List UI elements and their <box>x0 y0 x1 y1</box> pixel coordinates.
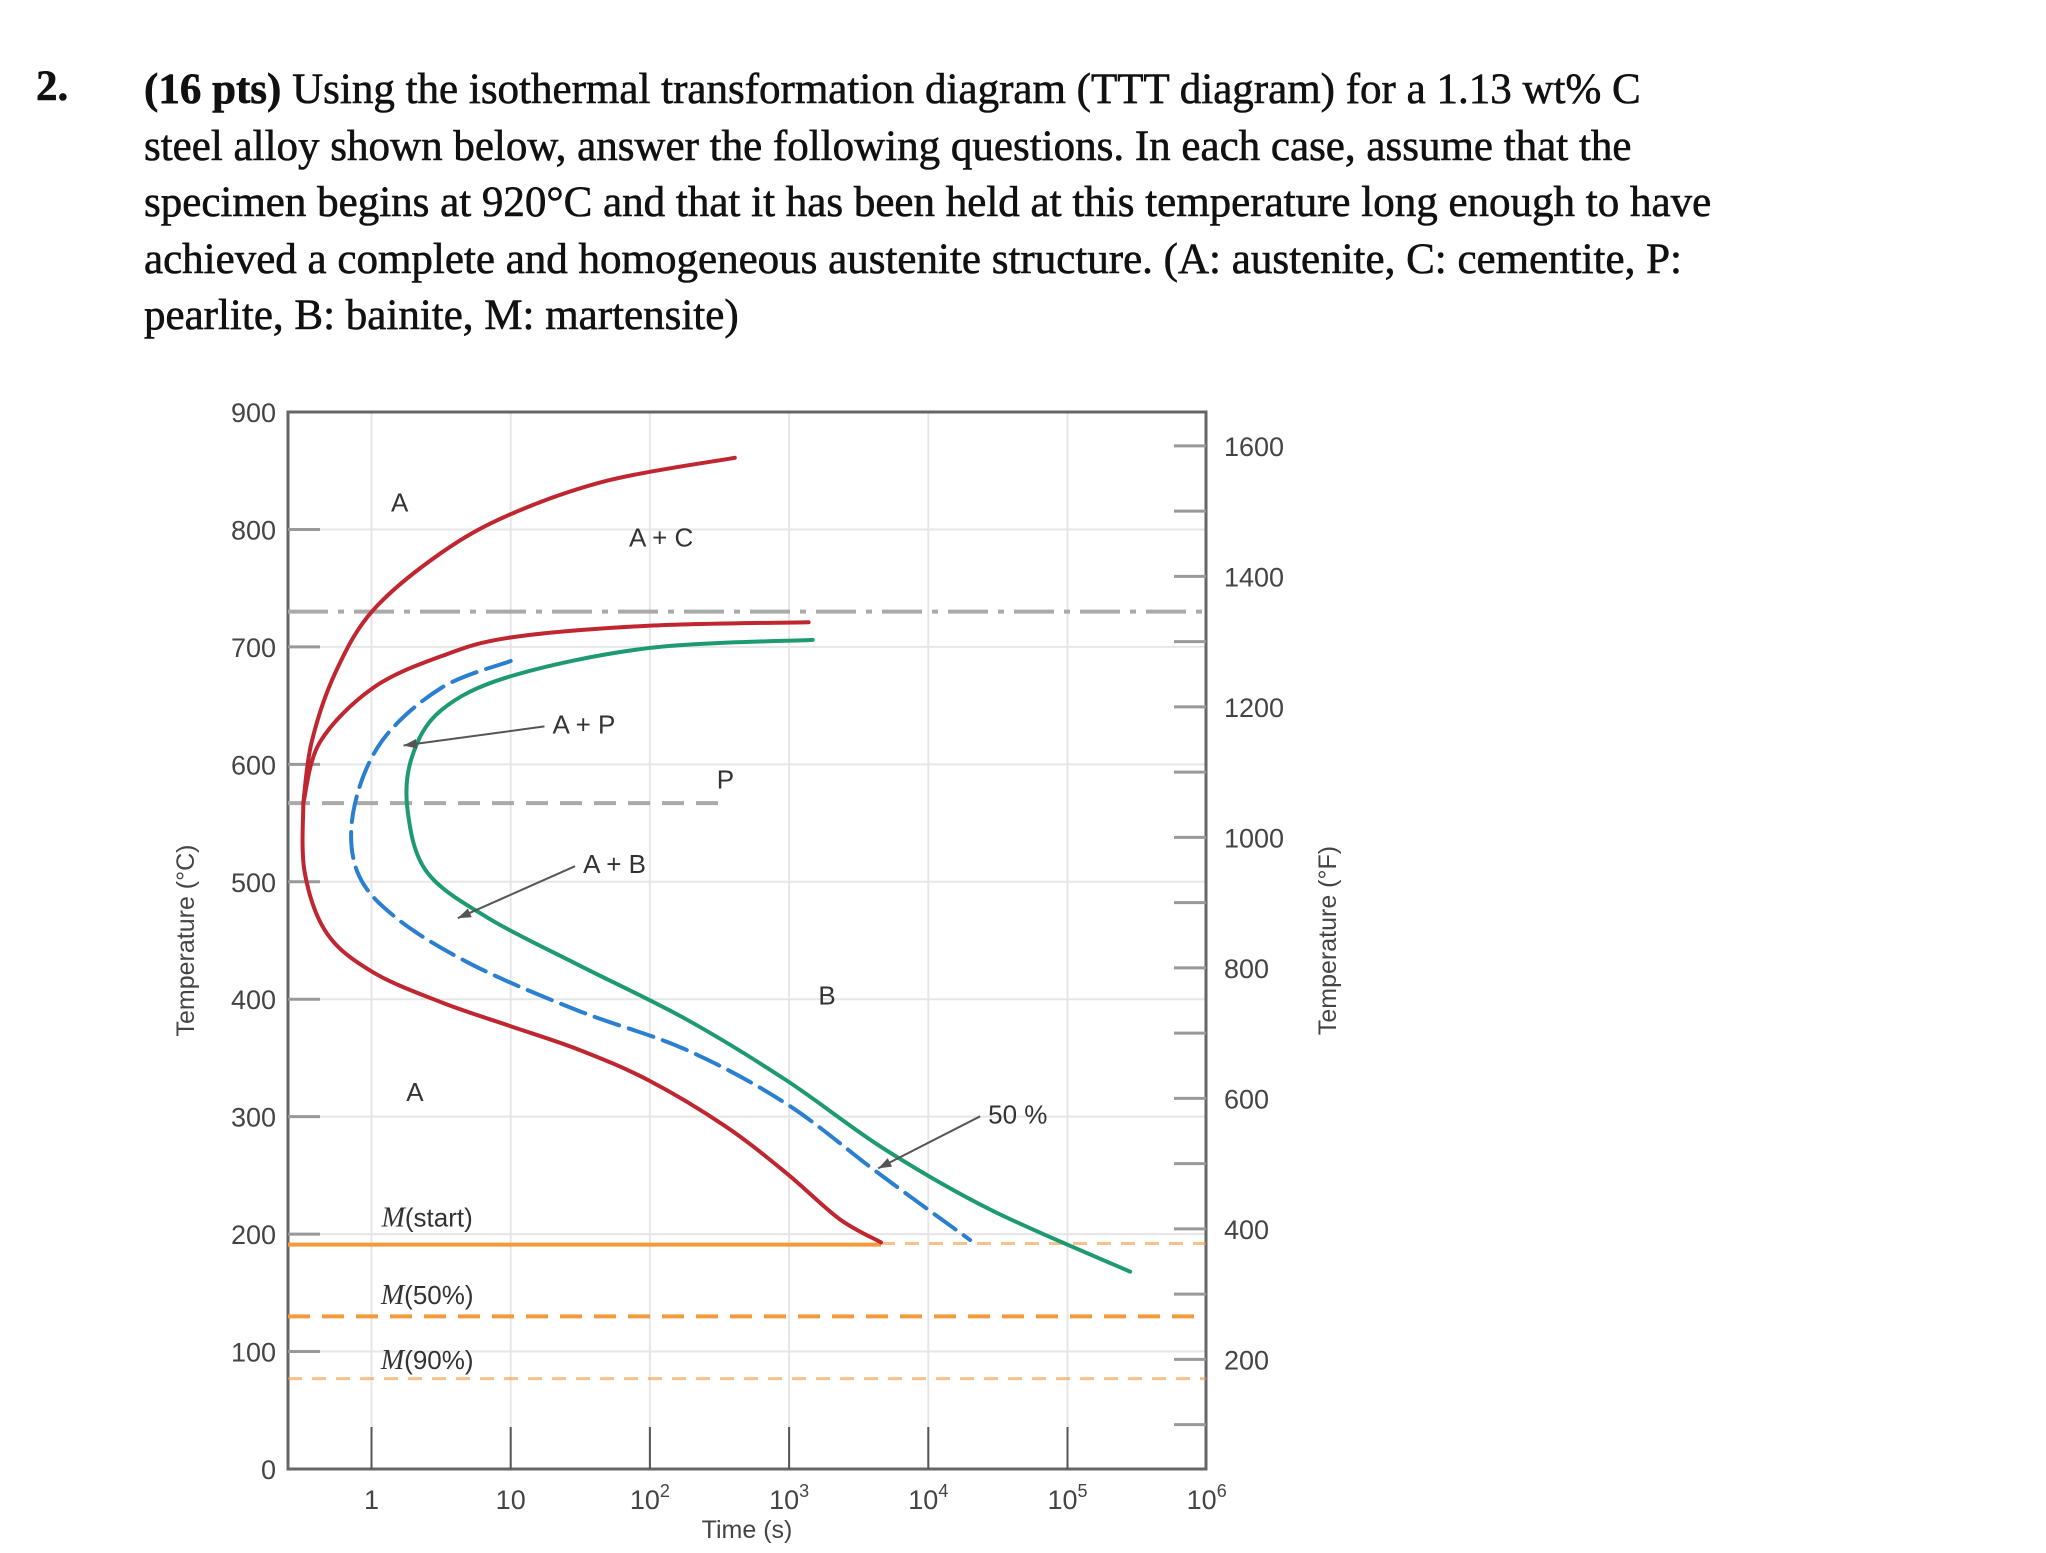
annotation-arrowhead <box>878 1158 893 1169</box>
y-tick-label: 0 <box>261 1455 276 1485</box>
curve-proeutectoid-start <box>301 455 737 806</box>
x-tick-label: 1 <box>364 1485 379 1515</box>
question-points: (16 pts) <box>144 66 282 114</box>
annotation-label: P <box>717 765 734 795</box>
y-right-axis-title: Temperature (°F) <box>1314 846 1342 1035</box>
annotation-label: M(start) <box>381 1203 473 1234</box>
y-right-tick-label: 1200 <box>1224 693 1284 723</box>
y-tick-label: 900 <box>231 398 276 428</box>
y-tick-label: 600 <box>231 750 276 780</box>
x-tick-exponent: 2 <box>660 1481 670 1501</box>
question-text: (16 pts) Using the isothermal transforma… <box>144 62 1712 345</box>
annotation-label-italic: M <box>381 1203 407 1234</box>
x-tick-label: 106 <box>1187 1481 1227 1515</box>
annotation-label: 50 % <box>988 1099 1047 1129</box>
annotation-label-italic: M <box>380 1280 406 1311</box>
annotation-label: A <box>391 487 409 517</box>
annotation-label: A + P <box>552 709 615 739</box>
y-tick-label: 200 <box>231 1220 276 1250</box>
y-tick-label: 800 <box>231 515 276 545</box>
y-right-tick-label: 600 <box>1224 1084 1269 1114</box>
annotation-label-italic: M <box>380 1345 406 1376</box>
y-right-tick-label: 1400 <box>1224 562 1284 592</box>
x-tick-label: 102 <box>630 1481 670 1515</box>
y-right-tick-label: 400 <box>1224 1215 1269 1245</box>
x-tick-exponent: 6 <box>1217 1481 1227 1501</box>
annotation-arrowhead <box>457 908 472 919</box>
x-tick-exponent: 5 <box>1078 1481 1088 1501</box>
question-line: specimen begins at 920°C and that it has… <box>144 179 1712 227</box>
question-line: achieved a complete and homogeneous aust… <box>144 235 1683 283</box>
annotation-label: M(50%) <box>380 1280 474 1311</box>
y-axis-title: Temperature (°C) <box>172 845 200 1037</box>
annotation-label: A + B <box>583 849 646 879</box>
y-tick-label: 100 <box>231 1338 276 1368</box>
question-line: Using the isothermal transformation diag… <box>281 66 1641 114</box>
annotation-label: B <box>818 981 835 1011</box>
x-axis-title: Time (s) <box>702 1516 793 1544</box>
y-tick-label: 700 <box>231 633 276 663</box>
y-right-tick-label: 1000 <box>1224 823 1284 853</box>
x-tick-exponent: 4 <box>938 1481 948 1501</box>
annotation-arrow-line <box>877 1115 981 1170</box>
y-tick-label: 500 <box>231 868 276 898</box>
annotation-arrow-line <box>403 725 545 747</box>
y-right-tick-label: 200 <box>1224 1345 1269 1375</box>
curve-bainite-start <box>300 801 883 1245</box>
curve-fifty-percent <box>349 658 973 1242</box>
annotation-label: A <box>406 1077 424 1107</box>
curve-pearlite-start <box>301 620 811 806</box>
annotation-arrow-line <box>457 865 576 920</box>
annotation-arrowhead <box>403 739 418 749</box>
x-tick-label: 10 <box>496 1485 526 1515</box>
x-tick-label: 105 <box>1047 1481 1087 1515</box>
y-tick-label: 300 <box>231 1103 276 1133</box>
annotation-label-text: (start) <box>405 1203 473 1233</box>
question-number: 2. <box>36 63 69 111</box>
question-line: pearlite, B: bainite, M: martensite) <box>144 292 739 340</box>
annotation-label: A + C <box>629 523 693 553</box>
y-right-tick-label: 800 <box>1224 954 1269 984</box>
y-tick-label: 400 <box>231 985 276 1015</box>
plot-frame <box>286 410 1208 1471</box>
y-right-tick-label: 1600 <box>1224 432 1284 462</box>
annotation-label-text: (50%) <box>404 1280 473 1310</box>
x-tick-label: 103 <box>769 1481 809 1515</box>
annotation-label: M(90%) <box>380 1345 474 1376</box>
question-line: steel alloy shown below, answer the foll… <box>144 122 1632 170</box>
curve-finish <box>404 637 1133 1274</box>
annotation-label-text: (90%) <box>404 1345 473 1375</box>
x-tick-label: 104 <box>908 1481 948 1515</box>
x-tick-exponent: 3 <box>799 1481 809 1501</box>
